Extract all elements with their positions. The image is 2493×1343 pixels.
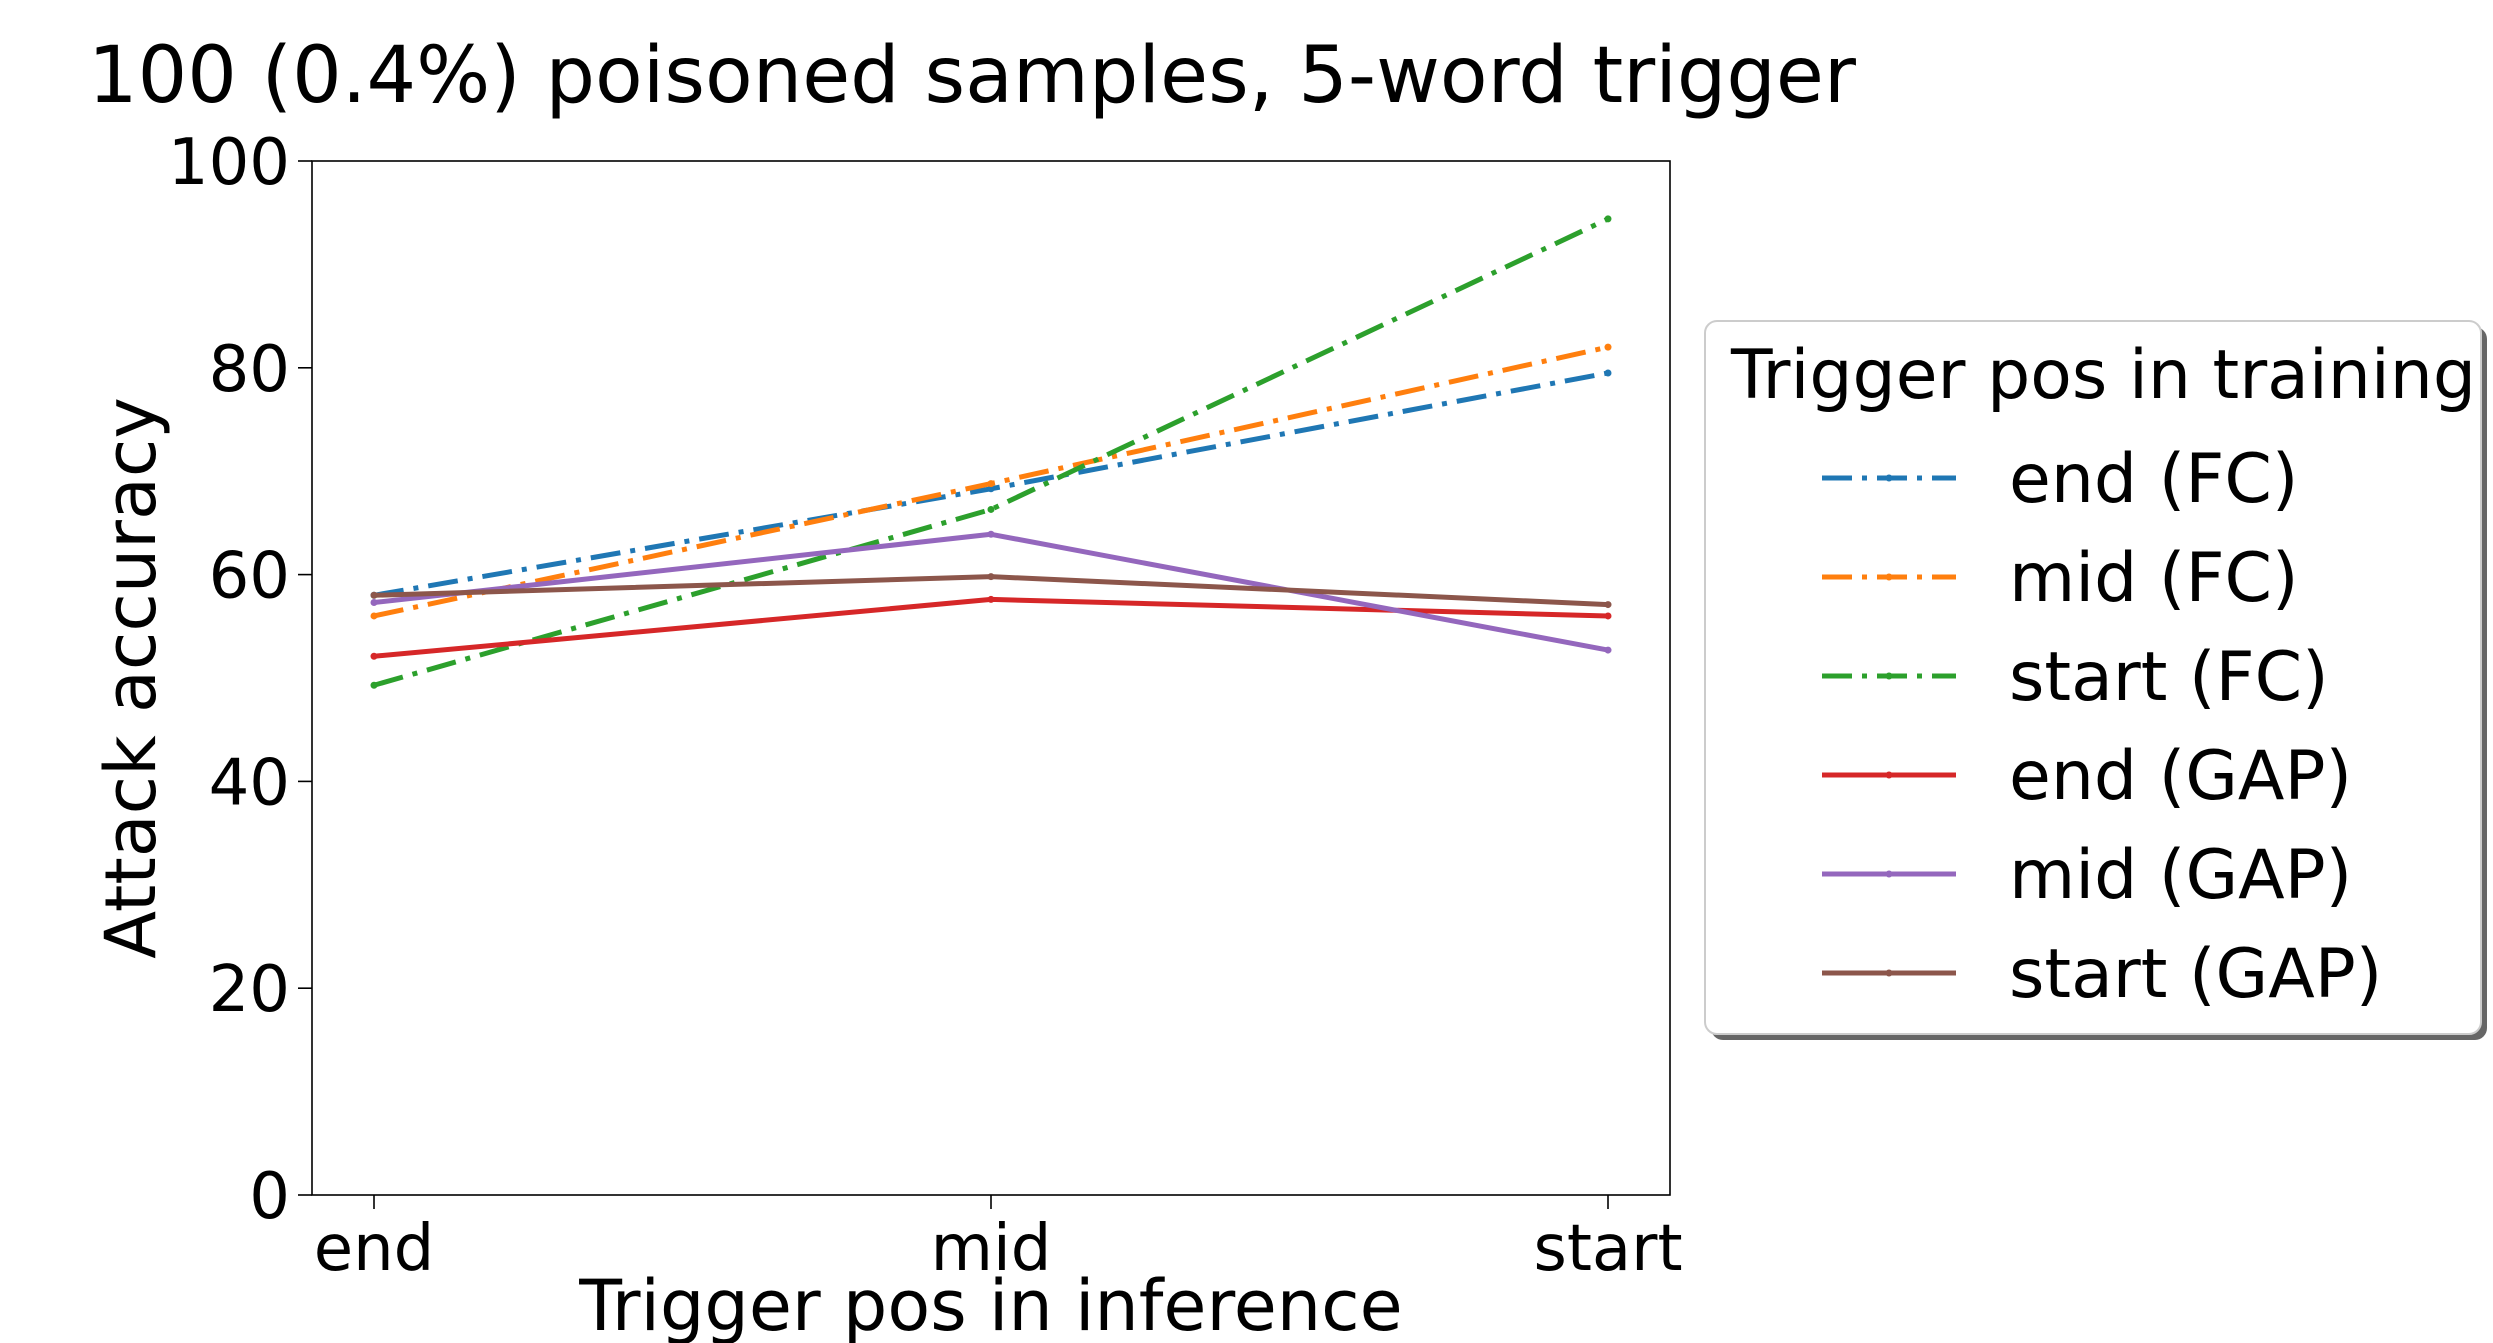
data-point bbox=[987, 480, 995, 488]
legend-swatch-marker bbox=[1885, 969, 1893, 977]
data-point bbox=[370, 681, 378, 689]
x-tick-label: start bbox=[1533, 1212, 1682, 1286]
data-point bbox=[1604, 601, 1612, 609]
legend-swatch-marker bbox=[1885, 474, 1893, 482]
legend-swatch-marker bbox=[1885, 672, 1893, 680]
y-tick-label: 20 bbox=[209, 953, 290, 1027]
y-tick-label: 0 bbox=[249, 1160, 290, 1234]
y-axis-label: Attack accuracy bbox=[90, 397, 172, 959]
data-point bbox=[370, 652, 378, 660]
legend-title: Trigger pos in training bbox=[1730, 336, 2476, 415]
legend-box bbox=[1704, 320, 2482, 1035]
data-point bbox=[1604, 646, 1612, 654]
data-point bbox=[987, 573, 995, 581]
legend-label: mid (FC) bbox=[2009, 539, 2299, 618]
x-tick-label: end bbox=[314, 1212, 435, 1286]
data-point bbox=[1604, 369, 1612, 377]
data-point bbox=[987, 530, 995, 538]
data-point bbox=[370, 591, 378, 599]
data-point bbox=[1604, 343, 1612, 351]
legend: Trigger pos in training end (FC) mid (FC)… bbox=[1704, 320, 2487, 1040]
data-point bbox=[987, 485, 995, 493]
data-point bbox=[370, 612, 378, 620]
x-axis: end mid start bbox=[314, 1195, 1683, 1286]
chart-title: 100 (0.4%) poisoned samples, 5-word trig… bbox=[88, 31, 1857, 121]
y-tick-label: 60 bbox=[209, 540, 290, 614]
legend-swatch-marker bbox=[1885, 771, 1893, 779]
x-tick-label: mid bbox=[931, 1212, 1052, 1286]
plot-frame bbox=[311, 160, 1671, 1196]
data-point bbox=[370, 599, 378, 607]
legend-swatch-marker bbox=[1885, 573, 1893, 581]
legend-swatch-marker bbox=[1885, 870, 1893, 878]
plot-area bbox=[311, 160, 1671, 1196]
legend-label: end (GAP) bbox=[2009, 737, 2352, 816]
y-tick-label: 40 bbox=[209, 746, 290, 820]
legend-label: mid (GAP) bbox=[2009, 836, 2352, 915]
legend-label: start (FC) bbox=[2009, 638, 2329, 717]
series-line-4 bbox=[373, 596, 1609, 659]
legend-label: end (FC) bbox=[2009, 440, 2298, 519]
y-axis: 0 20 40 60 80 100 bbox=[168, 126, 312, 1234]
y-tick-label: 100 bbox=[168, 126, 290, 200]
legend-label: start (GAP) bbox=[2009, 935, 2382, 1014]
series-layer bbox=[370, 215, 1612, 689]
data-point bbox=[987, 595, 995, 603]
x-axis-label: Trigger pos in inference bbox=[578, 1265, 1402, 1343]
data-point bbox=[987, 505, 995, 513]
data-point bbox=[1604, 612, 1612, 620]
data-point bbox=[1604, 215, 1612, 223]
y-tick-label: 80 bbox=[209, 333, 290, 407]
